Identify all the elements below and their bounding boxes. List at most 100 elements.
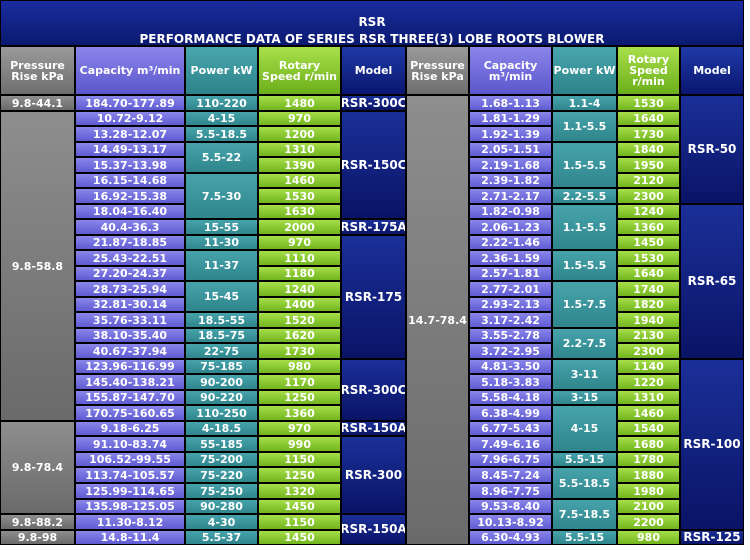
capacity-cell: 9.18-6.25 (75, 421, 185, 436)
header-power: Power kW (185, 46, 258, 95)
rotary-speed-cell: 2000 (258, 219, 341, 235)
rotary-speed-cell: 1540 (617, 421, 680, 436)
rotary-speed-cell: 1980 (617, 483, 680, 499)
header-model: Model (341, 46, 406, 95)
rotary-speed-cell: 1360 (258, 405, 341, 421)
capacity-cell: 4.81-3.50 (469, 359, 552, 374)
power-cell: 4-15 (552, 405, 617, 452)
rotary-speed-cell: 1250 (258, 467, 341, 483)
power-cell: 5.5-22 (185, 142, 258, 173)
capacity-cell: 14.49-13.17 (75, 142, 185, 157)
rotary-speed-cell: 1530 (617, 95, 680, 111)
capacity-cell: 7.49-6.16 (469, 436, 552, 452)
rotary-speed-cell: 1950 (617, 157, 680, 173)
pressure-cell: 9.8-58.8 (0, 111, 75, 421)
title-line-1: RSR (358, 15, 386, 29)
capacity-cell: 1.68-1.13 (469, 95, 552, 111)
header-capacity: Capacity m³/min (75, 46, 185, 95)
capacity-cell: 2.77-2.01 (469, 281, 552, 297)
capacity-cell: 6.30-4.93 (469, 530, 552, 545)
model-cell: RSR-65 (680, 204, 744, 359)
model-cell: RSR-175 (341, 235, 406, 359)
capacity-cell: 2.22-1.46 (469, 235, 552, 250)
capacity-cell: 40.67-37.94 (75, 343, 185, 359)
power-cell: 110-220 (185, 95, 258, 111)
pressure-cell: 9.8-98 (0, 530, 75, 545)
capacity-cell: 21.87-18.85 (75, 235, 185, 250)
header-pressure: Pressure Rise kPa (0, 46, 75, 95)
rotary-speed-cell: 1640 (617, 266, 680, 281)
rotary-speed-cell: 1450 (617, 235, 680, 250)
capacity-cell: 8.96-7.75 (469, 483, 552, 499)
rotary-speed-cell: 1460 (617, 405, 680, 421)
title-line-2: PERFORMANCE DATA OF SERIES RSR THREE(3) … (139, 32, 605, 46)
power-cell: 1.1-4 (552, 95, 617, 111)
power-cell: 75-200 (185, 452, 258, 467)
capacity-cell: 3.55-2.78 (469, 328, 552, 343)
table-title: RSR PERFORMANCE DATA OF SERIES RSR THREE… (0, 0, 744, 46)
rotary-speed-cell: 1780 (617, 452, 680, 467)
rotary-speed-cell: 1320 (258, 483, 341, 499)
power-cell: 75-250 (185, 483, 258, 499)
capacity-cell: 3.72-2.95 (469, 343, 552, 359)
power-cell: 2.2-5.5 (552, 188, 617, 204)
rotary-speed-cell: 990 (258, 436, 341, 452)
rotary-speed-cell: 1840 (617, 142, 680, 157)
model-cell: RSR-100 (680, 359, 744, 530)
rotary-speed-cell: 1630 (258, 204, 341, 219)
rotary-speed-cell: 1530 (617, 250, 680, 266)
power-cell: 5.5-15 (552, 452, 617, 467)
power-cell: 1.5-5.5 (552, 250, 617, 281)
capacity-cell: 18.04-16.40 (75, 204, 185, 219)
rotary-speed-cell: 2300 (617, 188, 680, 204)
power-cell: 3-15 (552, 390, 617, 405)
capacity-cell: 1.81-1.29 (469, 111, 552, 126)
rotary-speed-cell: 970 (258, 111, 341, 126)
power-cell: 22-75 (185, 343, 258, 359)
power-cell: 110-250 (185, 405, 258, 421)
power-cell: 18.5-55 (185, 312, 258, 328)
rotary-speed-cell: 1310 (258, 142, 341, 157)
power-cell: 1.1-5.5 (552, 204, 617, 250)
rotary-speed-cell: 1820 (617, 297, 680, 312)
header-rotary-speed: Rotary Speed r/min (258, 46, 341, 95)
power-cell: 4-18.5 (185, 421, 258, 436)
capacity-cell: 145.40-138.21 (75, 374, 185, 390)
capacity-cell: 2.36-1.59 (469, 250, 552, 266)
capacity-cell: 16.92-15.38 (75, 188, 185, 204)
capacity-cell: 35.76-33.11 (75, 312, 185, 328)
rotary-speed-cell: 1200 (258, 126, 341, 142)
rotary-speed-cell: 1140 (617, 359, 680, 374)
capacity-cell: 27.20-24.37 (75, 266, 185, 281)
capacity-cell: 184.70-177.89 (75, 95, 185, 111)
power-cell: 11-37 (185, 250, 258, 281)
capacity-cell: 1.82-0.98 (469, 204, 552, 219)
rotary-speed-cell: 1180 (258, 266, 341, 281)
capacity-cell: 7.96-6.75 (469, 452, 552, 467)
power-cell: 5.5-18.5 (185, 126, 258, 142)
power-cell: 1.5-7.5 (552, 281, 617, 328)
header-model: Model (680, 46, 744, 95)
power-cell: 90-220 (185, 390, 258, 405)
power-cell: 1.1-5.5 (552, 111, 617, 142)
power-cell: 1.5-5.5 (552, 142, 617, 188)
capacity-cell: 123.96-116.99 (75, 359, 185, 374)
rotary-speed-cell: 1640 (617, 111, 680, 126)
capacity-cell: 10.72-9.12 (75, 111, 185, 126)
rotary-speed-cell: 1360 (617, 219, 680, 235)
rotary-speed-cell: 1880 (617, 467, 680, 483)
model-cell: RSR-50 (680, 95, 744, 204)
rotary-speed-cell: 1480 (258, 95, 341, 111)
capacity-cell: 5.58-4.18 (469, 390, 552, 405)
rotary-speed-cell: 980 (617, 530, 680, 545)
power-cell: 4-30 (185, 514, 258, 530)
rotary-speed-cell: 1450 (258, 499, 341, 514)
capacity-cell: 125.99-114.65 (75, 483, 185, 499)
rotary-speed-cell: 1680 (617, 436, 680, 452)
capacity-cell: 1.92-1.39 (469, 126, 552, 142)
power-cell: 5.5-18.5 (552, 467, 617, 499)
header-rotary-speed: Rotary Speed r/min (617, 46, 680, 95)
power-cell: 18.5-75 (185, 328, 258, 343)
rotary-speed-cell: 1390 (258, 157, 341, 173)
